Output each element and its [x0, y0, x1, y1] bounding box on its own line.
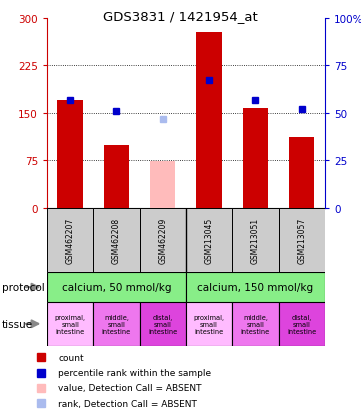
Bar: [140, 302, 186, 346]
Text: middle,
small
intestine: middle, small intestine: [102, 314, 131, 334]
Text: middle,
small
intestine: middle, small intestine: [241, 314, 270, 334]
Bar: [47, 273, 186, 302]
Text: protocol: protocol: [2, 282, 44, 292]
Text: distal,
small
intestine: distal, small intestine: [287, 314, 316, 334]
Text: calcium, 150 mmol/kg: calcium, 150 mmol/kg: [197, 282, 313, 292]
Text: distal,
small
intestine: distal, small intestine: [148, 314, 177, 334]
Bar: [186, 302, 232, 346]
Bar: [57, 101, 83, 209]
Text: tissue: tissue: [2, 319, 33, 329]
Text: proximal,
small
intestine: proximal, small intestine: [193, 314, 225, 334]
Text: GSM213045: GSM213045: [205, 218, 214, 263]
Text: GSM462209: GSM462209: [158, 218, 167, 263]
Text: proximal,
small
intestine: proximal, small intestine: [55, 314, 86, 334]
Text: rank, Detection Call = ABSENT: rank, Detection Call = ABSENT: [58, 399, 197, 408]
Bar: [104, 145, 129, 209]
Text: GSM462208: GSM462208: [112, 218, 121, 263]
Bar: [47, 209, 93, 273]
Bar: [93, 209, 140, 273]
Text: GSM213057: GSM213057: [297, 218, 306, 263]
Bar: [196, 33, 222, 209]
Text: GSM213051: GSM213051: [251, 218, 260, 263]
Bar: [186, 273, 325, 302]
Text: percentile rank within the sample: percentile rank within the sample: [58, 368, 212, 377]
Text: count: count: [58, 353, 84, 362]
Bar: [279, 302, 325, 346]
Bar: [232, 209, 279, 273]
Bar: [279, 209, 325, 273]
Bar: [140, 209, 186, 273]
Bar: [150, 162, 175, 209]
Bar: [232, 302, 279, 346]
Bar: [93, 302, 140, 346]
Bar: [186, 209, 232, 273]
Text: value, Detection Call = ABSENT: value, Detection Call = ABSENT: [58, 384, 202, 392]
Text: calcium, 50 mmol/kg: calcium, 50 mmol/kg: [62, 282, 171, 292]
Bar: [243, 109, 268, 209]
Text: GDS3831 / 1421954_at: GDS3831 / 1421954_at: [103, 10, 258, 23]
Bar: [289, 138, 314, 209]
Text: GSM462207: GSM462207: [66, 218, 75, 263]
Bar: [47, 302, 93, 346]
